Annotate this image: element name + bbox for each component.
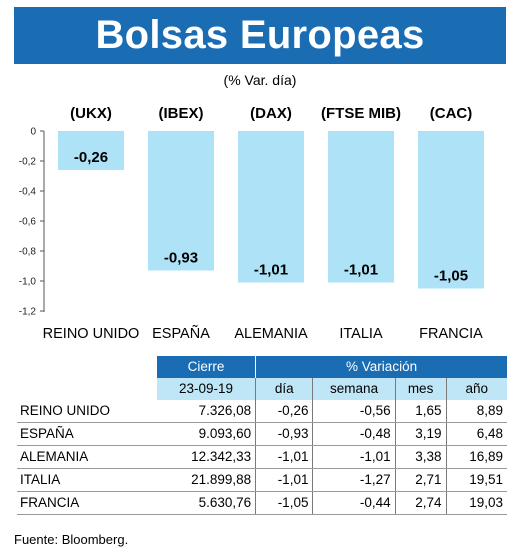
- row-dia: -1,01: [255, 468, 313, 492]
- table-header-row-2: 23-09-19 día semana mes año: [17, 378, 507, 400]
- bar: [418, 131, 484, 289]
- row-mes: 2,71: [394, 468, 446, 492]
- ticker-label: (CAC): [430, 105, 473, 122]
- header-ano: año: [445, 378, 507, 400]
- y-tick-label: 0: [30, 127, 36, 138]
- bar: [148, 131, 214, 271]
- chart-subtitle: (% Var. día): [223, 72, 297, 88]
- ticker-label: (IBEX): [159, 105, 204, 122]
- header-cierre: Cierre: [156, 356, 256, 378]
- row-cierre: 5.630,76: [156, 491, 256, 515]
- bar: [238, 131, 304, 283]
- header-variacion: % Variación: [255, 356, 507, 378]
- bar-chart: 0 -0,2 -0,4 -0,6 -0,8 -1,0 -1,2 (UKX) REINO UNI…: [19, 105, 484, 342]
- stock-table: Cierre % Variación 23-09-19 día semana m…: [17, 356, 507, 515]
- table-row: ALEMANIA 12.342,33 -1,01 -1,01 3,38 16,8…: [17, 445, 507, 469]
- row-semana: -0,48: [312, 422, 396, 446]
- row-mes: 3,38: [394, 445, 446, 469]
- y-tick-label: -1,0: [19, 277, 37, 288]
- row-semana: -0,44: [312, 491, 396, 515]
- data-label: -1,05: [434, 268, 468, 285]
- ticker-label: (DAX): [250, 105, 292, 122]
- y-tick-label: -0,4: [19, 187, 37, 198]
- row-semana: -0,56: [312, 400, 396, 423]
- chart-labels: (UKX) REINO UNIDO -0,26 (IBEX) ESPAÑA -0,93 (D…: [43, 105, 483, 342]
- category-label: ITALIA: [339, 326, 383, 342]
- row-dia: -0,26: [255, 400, 313, 423]
- table-header-row-1: Cierre % Variación: [17, 356, 507, 378]
- row-mes: 1,65: [394, 400, 446, 423]
- header-dia: día: [255, 378, 313, 400]
- row-name: ALEMANIA: [17, 445, 157, 469]
- row-semana: -1,01: [312, 445, 396, 469]
- bar: [328, 131, 394, 283]
- row-mes: 2,74: [394, 491, 446, 515]
- row-cierre: 7.326,08: [156, 400, 256, 423]
- row-ano: 19,51: [445, 468, 507, 492]
- header-spacer: [17, 356, 157, 378]
- table-row: ESPAÑA 9.093,60 -0,93 -0,48 3,19 6,48: [17, 422, 507, 446]
- y-tick-label: -0,6: [19, 217, 37, 228]
- table-row: REINO UNIDO 7.326,08 -0,26 -0,56 1,65 8,…: [17, 400, 507, 423]
- row-name: ESPAÑA: [17, 422, 157, 446]
- category-label: ESPAÑA: [152, 325, 210, 342]
- row-ano: 6,48: [445, 422, 507, 446]
- header-spacer-2: [17, 378, 157, 400]
- category-label: FRANCIA: [419, 326, 483, 342]
- category-label: REINO UNIDO: [43, 326, 140, 342]
- category-label: ALEMANIA: [234, 326, 308, 342]
- row-name: REINO UNIDO: [17, 400, 157, 423]
- data-label: -1,01: [344, 262, 378, 279]
- table-row: FRANCIA 5.630,76 -1,05 -0,44 2,74 19,03: [17, 491, 507, 515]
- row-dia: -1,01: [255, 445, 313, 469]
- bar: [58, 131, 124, 170]
- y-axis: 0 -0,2 -0,4 -0,6 -0,8 -1,0 -1,2: [19, 127, 45, 318]
- y-tick-label: -0,8: [19, 247, 37, 258]
- row-cierre: 9.093,60: [156, 422, 256, 446]
- row-mes: 3,19: [394, 422, 446, 446]
- row-cierre: 21.899,88: [156, 468, 256, 492]
- header-date: 23-09-19: [156, 378, 256, 400]
- header-semana: semana: [312, 378, 396, 400]
- data-label: -1,01: [254, 262, 288, 279]
- data-label: -0,93: [164, 250, 198, 267]
- row-ano: 19,03: [445, 491, 507, 515]
- row-dia: -0,93: [255, 422, 313, 446]
- source-note: Fuente: Bloomberg.: [14, 532, 129, 547]
- y-tick-label: -0,2: [19, 157, 37, 168]
- row-semana: -1,27: [312, 468, 396, 492]
- table-row: ITALIA 21.899,88 -1,01 -1,27 2,71 19,51: [17, 468, 507, 492]
- ticker-label: (FTSE MIB): [321, 105, 401, 122]
- row-ano: 8,89: [445, 400, 507, 423]
- bars: [58, 131, 484, 289]
- header-mes: mes: [394, 378, 446, 400]
- row-dia: -1,05: [255, 491, 313, 515]
- chart-title: Bolsas Europeas: [14, 7, 506, 64]
- row-name: ITALIA: [17, 468, 157, 492]
- data-label: -0,26: [74, 149, 108, 166]
- row-name: FRANCIA: [17, 491, 157, 515]
- row-cierre: 12.342,33: [156, 445, 256, 469]
- y-tick-label: -1,2: [19, 307, 37, 318]
- ticker-label: (UKX): [70, 105, 112, 122]
- row-ano: 16,89: [445, 445, 507, 469]
